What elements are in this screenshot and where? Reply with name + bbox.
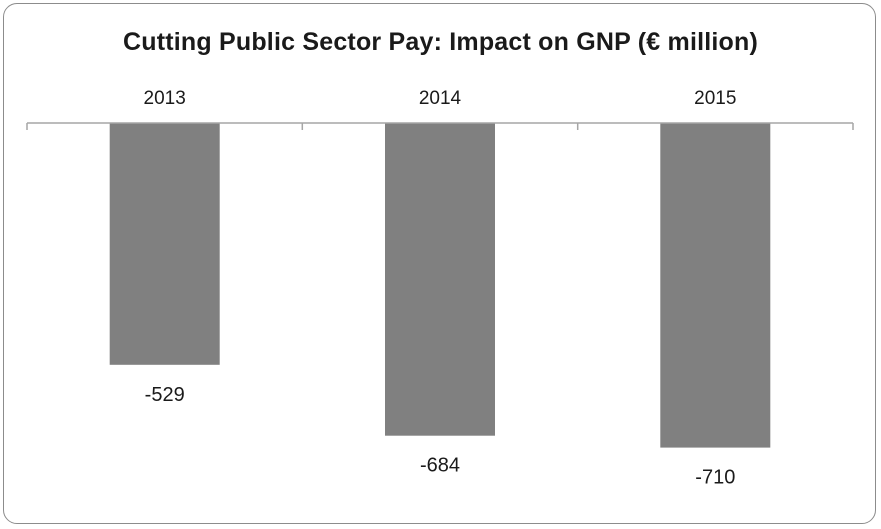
x-tick-label-2015: 2015 xyxy=(694,88,736,109)
bar-2013 xyxy=(109,123,220,365)
x-tick-label-2014: 2014 xyxy=(419,88,462,109)
chart-title: Cutting Public Sector Pay: Impact on GNP… xyxy=(122,28,758,56)
data-label-2015: -710 xyxy=(695,467,735,489)
data-label-2014: -684 xyxy=(420,455,460,477)
bar-2014 xyxy=(385,123,495,436)
bar-2015 xyxy=(660,123,771,448)
x-tick-label-2013: 2013 xyxy=(144,88,186,109)
data-label-2013: -529 xyxy=(145,384,185,406)
